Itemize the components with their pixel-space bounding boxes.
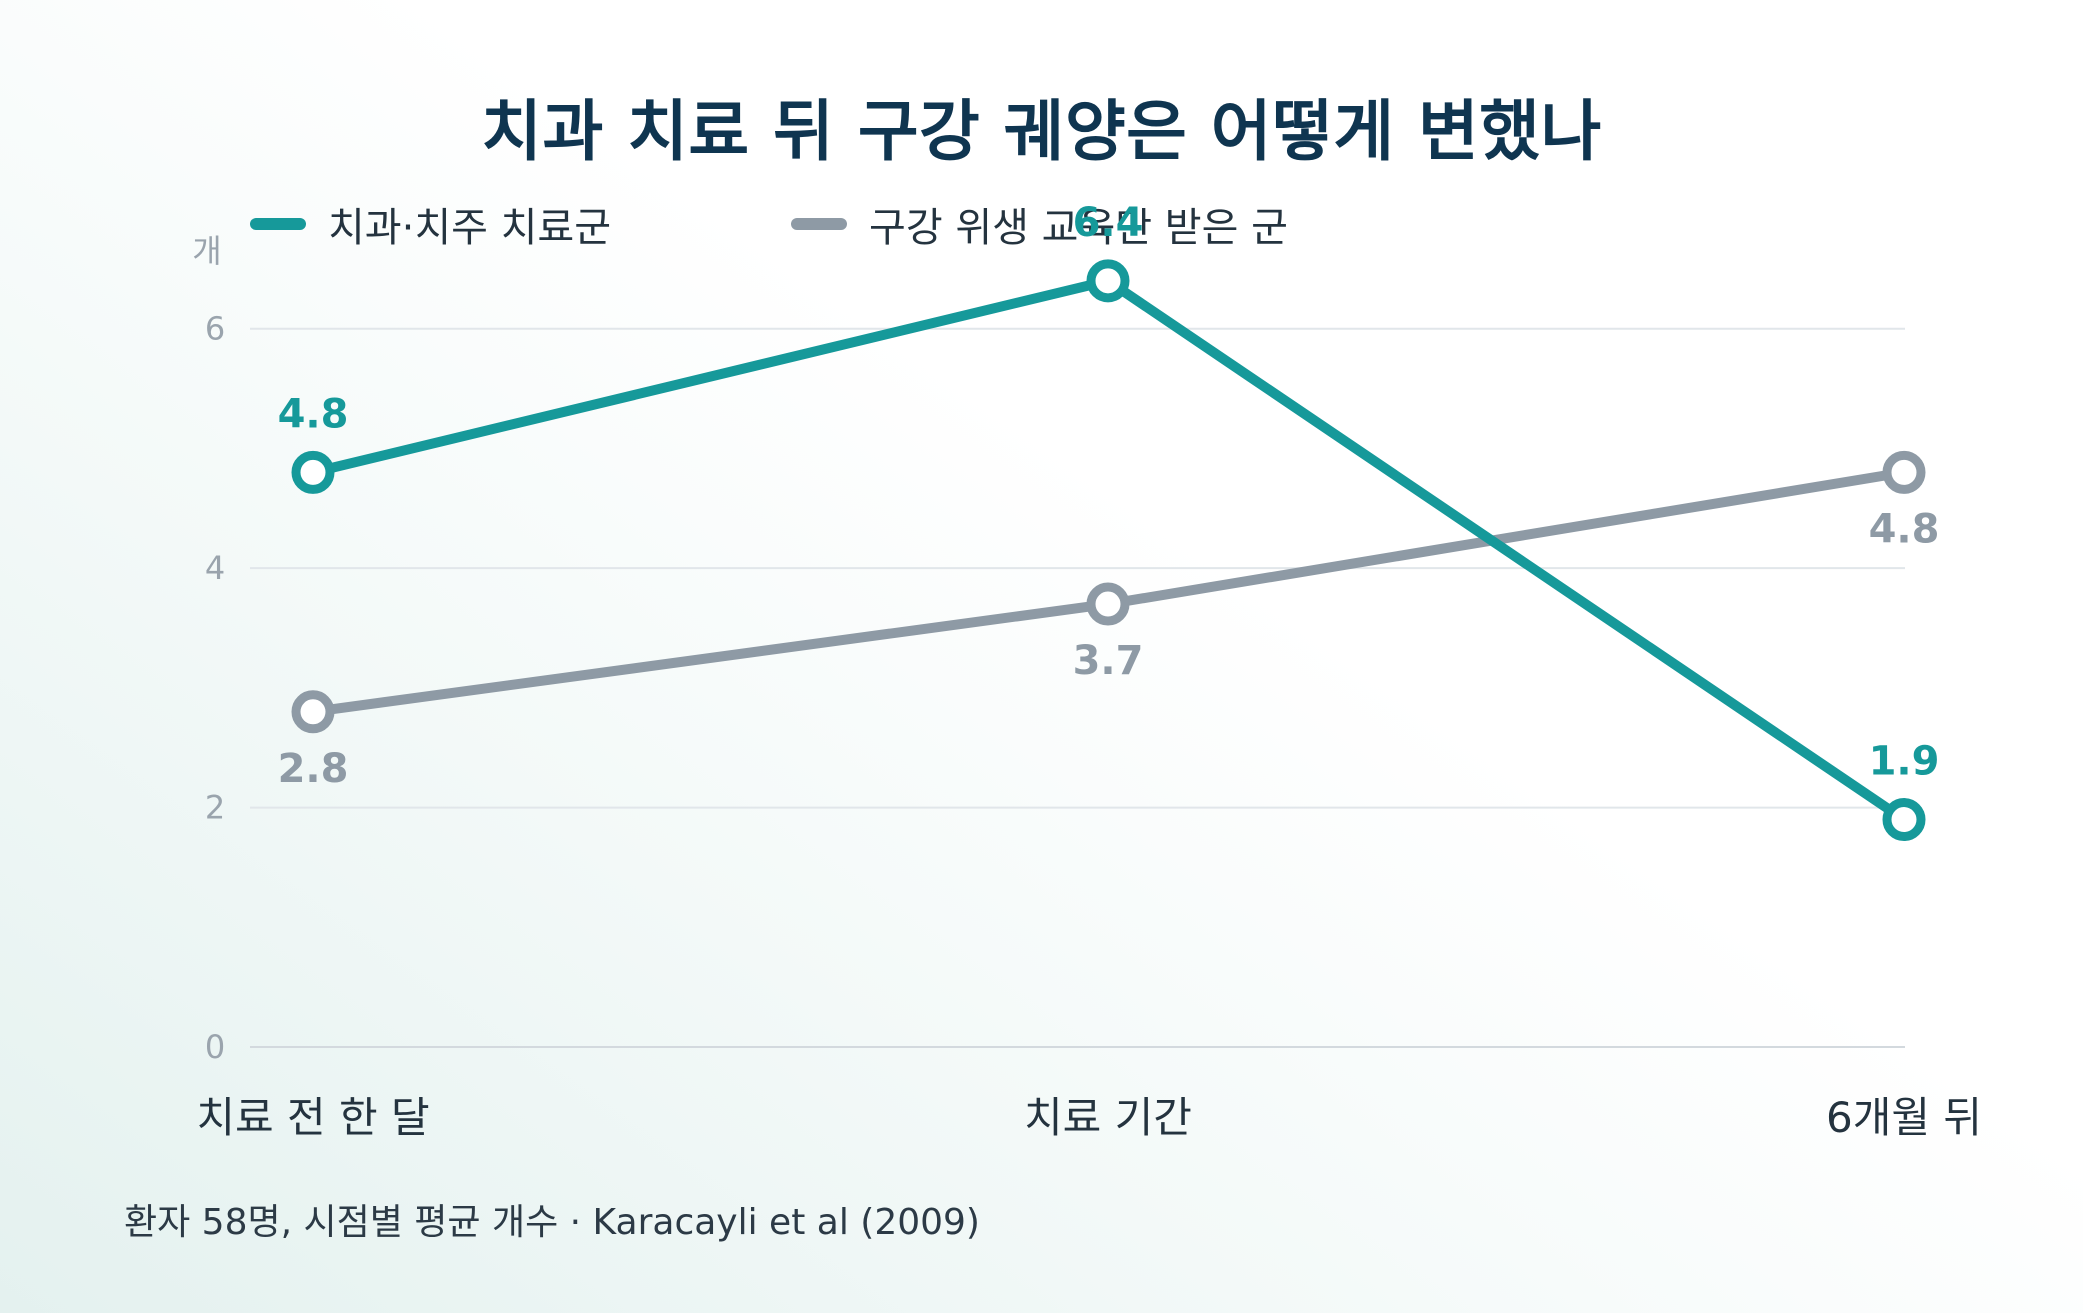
data-label-s0-2: 1.9 — [1869, 739, 1940, 785]
series-line-0 — [308, 275, 1909, 825]
y-axis-unit-label: 개 — [192, 232, 221, 270]
data-label-s1-2: 4.8 — [1869, 506, 1940, 552]
data-label-s0-1: 6.4 — [1073, 200, 1144, 246]
chart-footnote: 환자 58명, 시점별 평균 개수 · Karacayli et al (200… — [124, 1202, 980, 1243]
data-point-s1-2 — [1882, 450, 1926, 494]
data-label-s1-1: 3.7 — [1073, 638, 1144, 684]
y-tick-label-0: 0 — [205, 1028, 225, 1066]
data-point-s1-0 — [291, 690, 335, 734]
chart-legend: 치과·치주 치료군 구강 위생 교육만 받은 군 — [250, 195, 1468, 253]
data-point-s1-1 — [1086, 582, 1130, 626]
data-label-s1-0: 2.8 — [278, 746, 349, 792]
data-point-s0-0 — [291, 450, 335, 494]
chart-title: 치과 치료 뒤 구강 궤양은 어떻게 변했나 — [481, 93, 1602, 170]
legend-item-treatment: 치과·치주 치료군 — [250, 195, 611, 253]
y-tick-label-6: 6 — [205, 310, 225, 348]
x-category-label-2: 6개월 뒤 — [1826, 1093, 1982, 1142]
legend-swatch-treatment — [250, 218, 306, 230]
legend-item-education: 구강 위생 교육만 받은 군 — [791, 195, 1288, 253]
x-category-label-1: 치료 기간 — [1024, 1093, 1192, 1142]
data-point-s0-2 — [1882, 798, 1926, 842]
data-label-s0-0: 4.8 — [278, 391, 349, 437]
legend-label-treatment: 치과·치주 치료군 — [328, 205, 612, 251]
x-category-label-0: 치료 전 한 달 — [196, 1093, 429, 1142]
y-tick-label-4: 4 — [205, 549, 225, 587]
legend-swatch-education — [791, 218, 848, 230]
y-tick-label-2: 2 — [205, 789, 225, 827]
data-point-s0-1 — [1086, 259, 1130, 303]
legend-label-education: 구강 위생 교육만 받은 군 — [869, 205, 1288, 251]
